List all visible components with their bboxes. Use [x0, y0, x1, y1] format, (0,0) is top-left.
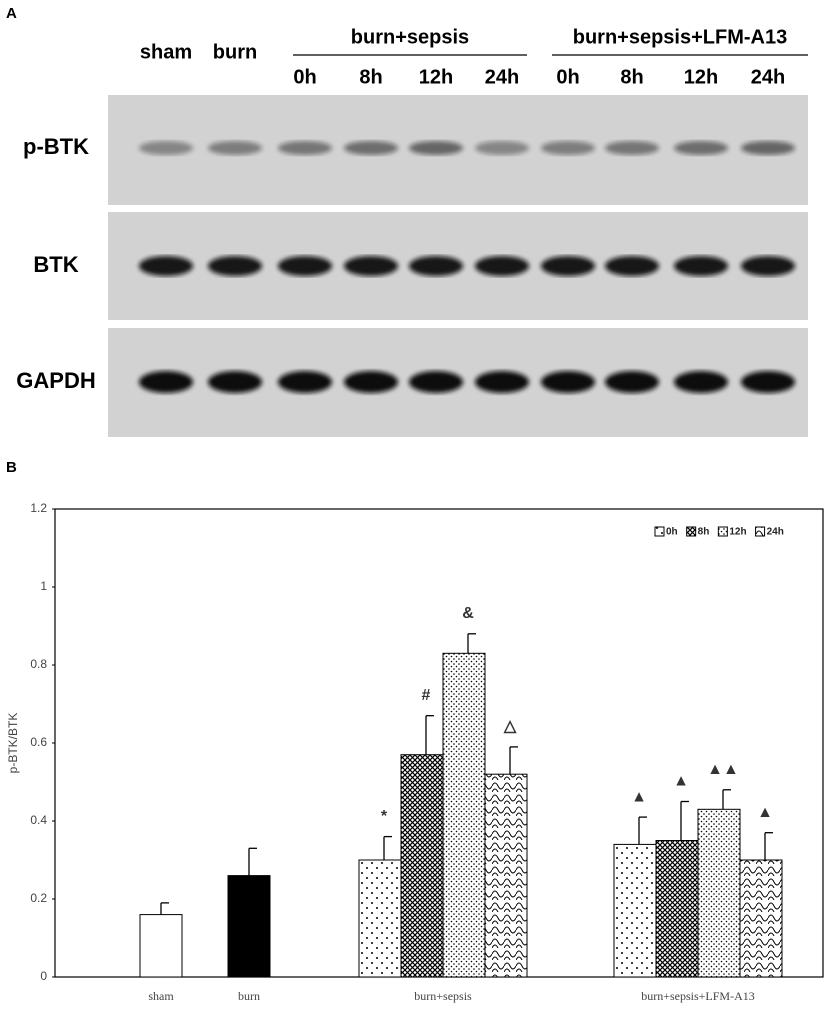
row-label: BTK: [33, 252, 78, 277]
panel-label: A: [6, 5, 17, 22]
x-tick-label: burn: [238, 989, 260, 1003]
bar: [613, 843, 657, 978]
legend-swatch: [686, 526, 697, 537]
time-label: 8h: [359, 66, 382, 88]
group-label: burn+sepsis+LFM-A13: [573, 26, 788, 48]
bar: [697, 808, 741, 978]
row-label: GAPDH: [16, 368, 95, 393]
y-axis-label: p-BTK/BTK: [6, 713, 20, 774]
time-label: 24h: [751, 66, 785, 88]
legend-label: 8h: [698, 527, 710, 538]
blot-band: [475, 256, 529, 276]
bar: [739, 859, 783, 978]
bar: [400, 754, 444, 978]
blot-band: [139, 141, 193, 155]
blot-band: [139, 371, 193, 393]
legend-label: 12h: [729, 527, 746, 538]
blot-band: [139, 256, 193, 276]
blot-band: [741, 256, 795, 276]
blot-band: [208, 256, 262, 276]
blot-band: [541, 256, 595, 276]
panel-label: B: [6, 459, 17, 476]
blot-band: [344, 256, 398, 276]
significance-marker: ▲: [673, 773, 689, 790]
time-label: 0h: [293, 66, 316, 88]
y-tick-label: 1: [40, 579, 47, 593]
bar: [139, 914, 183, 978]
significance-marker: &: [462, 605, 474, 622]
blot-band: [475, 371, 529, 393]
x-tick-label: burn+sepsis: [414, 989, 472, 1003]
blot-band: [409, 371, 463, 393]
significance-marker: #: [422, 687, 431, 704]
time-label: 12h: [419, 66, 453, 88]
blot-band: [278, 141, 332, 155]
blot-band: [741, 371, 795, 393]
blot-band: [475, 141, 529, 155]
blot-band: [741, 141, 795, 155]
significance-marker: ▲: [631, 788, 647, 805]
y-tick-label: 0.8: [30, 657, 47, 671]
x-tick-label: sham: [148, 989, 174, 1003]
legend-label: 24h: [767, 527, 784, 538]
blot-band: [674, 141, 728, 155]
group-label: burn+sepsis: [351, 26, 469, 48]
bar: [442, 652, 486, 978]
lane-label: burn: [213, 41, 257, 63]
time-label: 8h: [620, 66, 643, 88]
row-label: p-BTK: [23, 134, 89, 159]
bar: [358, 859, 402, 978]
y-tick-label: 1.2: [30, 501, 47, 515]
blot-band: [605, 141, 659, 155]
bar: [227, 875, 271, 978]
significance-marker: △: [503, 718, 517, 735]
blot-band: [344, 371, 398, 393]
blot-band: [208, 141, 262, 155]
blot-band: [605, 256, 659, 276]
bar: [655, 840, 699, 978]
time-label: 12h: [684, 66, 718, 88]
legend-swatch: [717, 526, 728, 537]
blot-band: [409, 141, 463, 155]
legend-swatch: [654, 526, 665, 537]
blot-band: [674, 256, 728, 276]
significance-marker: ▲▲: [707, 761, 739, 778]
blot-band: [541, 141, 595, 155]
blot-band: [409, 256, 463, 276]
blot-band: [674, 371, 728, 393]
x-tick-label: burn+sepsis+LFM-A13: [641, 989, 755, 1003]
blot-band: [605, 371, 659, 393]
y-tick-label: 0: [40, 969, 47, 983]
significance-marker: *: [381, 808, 388, 825]
time-label: 0h: [556, 66, 579, 88]
blot-band: [208, 371, 262, 393]
y-tick-label: 0.4: [30, 813, 47, 827]
y-tick-label: 0.6: [30, 735, 47, 749]
blot-band: [278, 371, 332, 393]
y-tick-label: 0.2: [30, 891, 47, 905]
lane-label: sham: [140, 41, 192, 63]
bar: [484, 773, 528, 978]
legend-label: 0h: [666, 527, 678, 538]
blot-band: [344, 141, 398, 155]
significance-marker: ▲: [757, 804, 773, 821]
time-label: 24h: [485, 66, 519, 88]
legend-swatch: [755, 526, 766, 537]
blot-band: [541, 371, 595, 393]
blot-band: [278, 256, 332, 276]
